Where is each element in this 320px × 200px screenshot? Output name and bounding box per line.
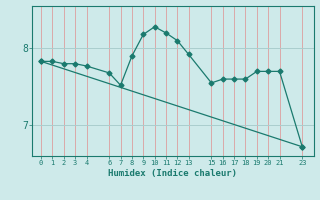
- Title: Courbe de l'humidex pour Hoburg A: Courbe de l'humidex pour Hoburg A: [160, 5, 186, 6]
- X-axis label: Humidex (Indice chaleur): Humidex (Indice chaleur): [108, 169, 237, 178]
